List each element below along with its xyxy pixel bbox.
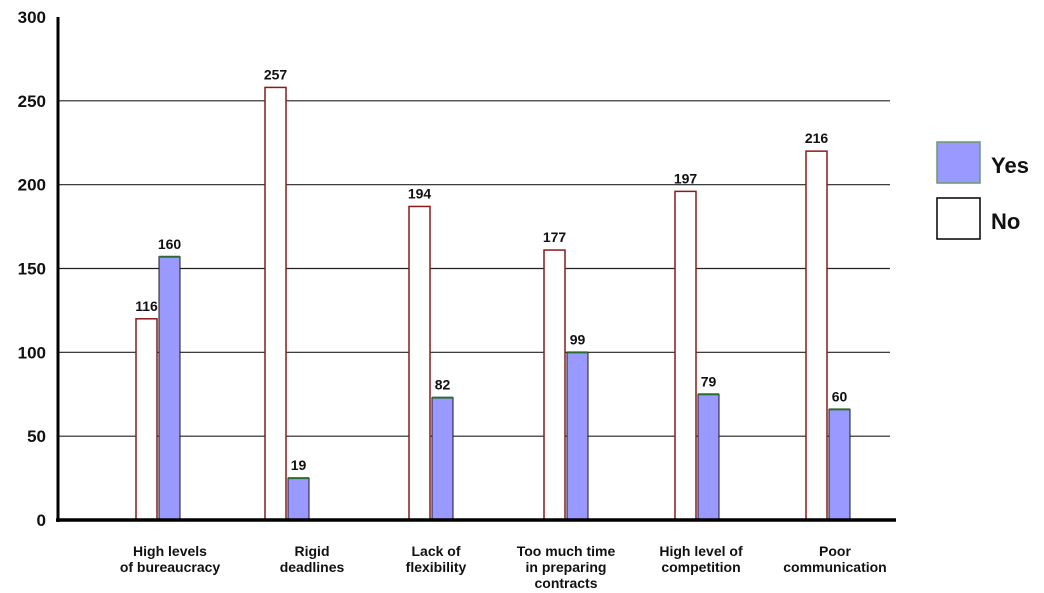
legend-swatch-no [936, 197, 981, 240]
bar-yes [431, 397, 454, 521]
y-tick-label: 300 [18, 8, 46, 27]
data-label-no: 194 [408, 185, 432, 201]
data-label-yes: 19 [291, 457, 307, 473]
category-label: Poor [819, 543, 851, 559]
y-tick-label: 200 [18, 176, 46, 195]
category-label: High level of [659, 543, 743, 559]
bar-no [135, 318, 158, 521]
y-tick-label: 0 [37, 511, 46, 530]
data-label-no: 216 [805, 130, 829, 146]
data-label-no: 116 [135, 298, 158, 314]
legend: Yes No [936, 141, 1029, 240]
data-label-yes: 60 [832, 388, 848, 404]
legend-label-no: No [991, 209, 1020, 234]
data-label-yes: 79 [701, 373, 717, 389]
category-label: deadlines [280, 559, 345, 575]
y-tick-label: 150 [18, 260, 46, 279]
bar-no [543, 249, 566, 521]
bar-yes [566, 351, 589, 521]
data-label-yes: 99 [570, 331, 586, 347]
gridlines [58, 100, 890, 437]
y-tick-label: 100 [18, 343, 46, 362]
data-label-yes: 82 [435, 377, 451, 393]
bar-no [805, 150, 828, 521]
category-label: contracts [534, 575, 597, 591]
bar-yes [158, 256, 181, 521]
category-label: of bureaucracy [120, 559, 221, 575]
bar-no [674, 190, 697, 521]
bar-no [264, 86, 287, 521]
y-axis-ticks: 0 50 100 150 200 250 300 [18, 8, 46, 530]
legend-swatch-yes [936, 141, 981, 184]
axes [56, 17, 896, 522]
bar-yes [828, 408, 851, 521]
bar-yes [697, 393, 720, 521]
category-label: High levels [133, 543, 207, 559]
category-label: in preparing [526, 559, 607, 575]
category-label: communication [783, 559, 886, 575]
data-labels: 116 160 257 19 194 82 177 99 197 79 216 60 [135, 66, 847, 473]
bars [135, 86, 851, 521]
data-label-no: 257 [264, 66, 288, 82]
legend-label-yes: Yes [991, 153, 1029, 178]
category-label: Too much time [517, 543, 616, 559]
category-label: flexibility [406, 559, 467, 575]
y-tick-label: 250 [18, 92, 46, 111]
y-tick-label: 50 [27, 427, 46, 446]
category-label: Lack of [411, 543, 460, 559]
category-label: competition [661, 559, 740, 575]
data-label-no: 197 [674, 170, 698, 186]
bar-yes [287, 477, 310, 521]
bar-no [408, 205, 431, 521]
category-label: Rigid [295, 543, 330, 559]
data-label-yes: 160 [158, 236, 182, 252]
data-label-no: 177 [543, 229, 567, 245]
